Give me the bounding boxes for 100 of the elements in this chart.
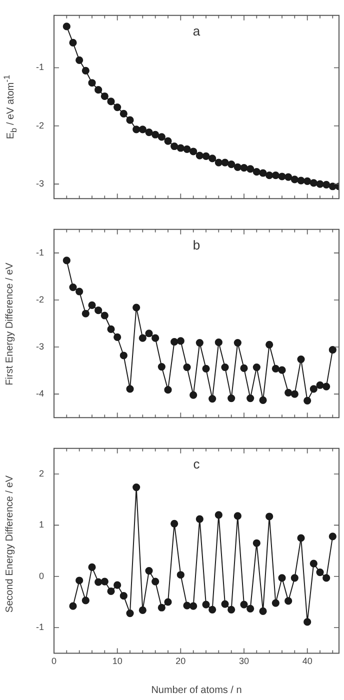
point <box>158 133 166 141</box>
point <box>221 363 229 372</box>
point <box>126 116 134 124</box>
point <box>328 346 336 354</box>
y-tick-label: -1 <box>36 247 44 258</box>
y-tick-label: -2 <box>36 294 44 304</box>
point <box>114 581 122 589</box>
point <box>158 604 166 612</box>
point <box>259 169 267 177</box>
point <box>82 66 90 74</box>
point <box>126 609 134 618</box>
point <box>310 385 318 393</box>
point <box>240 600 248 608</box>
point <box>88 301 96 309</box>
point <box>107 587 115 596</box>
point <box>228 606 236 614</box>
point <box>240 364 248 372</box>
point <box>82 596 90 604</box>
point <box>107 325 115 333</box>
point <box>69 283 77 292</box>
point <box>114 333 122 341</box>
point <box>183 145 191 153</box>
y-tick-label: -1 <box>36 62 44 72</box>
y-tick-label: 2 <box>38 468 44 478</box>
point <box>228 160 236 168</box>
y-tick-label: -3 <box>36 342 44 352</box>
x-tick-label: 30 <box>238 656 250 666</box>
y-tick-label: -2 <box>36 120 44 130</box>
point <box>246 604 254 612</box>
point <box>304 396 312 404</box>
point <box>202 152 210 160</box>
point <box>234 163 242 171</box>
x-axis-title: Number of atoms / n <box>151 684 242 696</box>
point <box>252 363 260 372</box>
point <box>94 86 102 94</box>
point <box>284 388 292 396</box>
point <box>196 152 204 160</box>
point <box>278 172 286 180</box>
point <box>196 515 204 523</box>
point <box>152 130 160 138</box>
point <box>278 574 286 582</box>
point <box>114 103 122 112</box>
point <box>132 304 140 312</box>
point <box>152 578 160 586</box>
text: a <box>192 23 201 38</box>
x-tick-label: 20 <box>176 656 186 666</box>
point <box>214 511 222 519</box>
point <box>164 386 172 394</box>
point <box>176 571 184 579</box>
point <box>266 512 274 520</box>
y-axis-title: Second Energy Difference / eV <box>4 475 16 613</box>
point <box>214 158 222 166</box>
point <box>246 394 254 402</box>
point <box>88 563 96 571</box>
point <box>145 330 153 338</box>
y-tick-label: -1 <box>36 622 44 632</box>
point <box>221 600 229 608</box>
point <box>208 606 216 614</box>
point <box>138 334 146 342</box>
point <box>76 288 84 296</box>
point <box>266 340 274 348</box>
point <box>196 338 204 347</box>
point <box>208 394 216 403</box>
point <box>120 110 128 118</box>
point <box>100 578 108 586</box>
point <box>190 391 198 399</box>
point <box>82 310 90 318</box>
point <box>62 256 70 264</box>
x-tick-label: 10 <box>112 656 122 666</box>
point <box>246 165 254 173</box>
y-tick-label: 0 <box>38 570 44 581</box>
point <box>234 338 242 347</box>
point <box>183 363 191 372</box>
point <box>76 576 84 584</box>
y-tick-label: -3 <box>36 178 44 189</box>
point <box>284 173 292 181</box>
y-tick-label: -4 <box>36 388 44 399</box>
point <box>297 176 305 184</box>
point <box>214 338 222 346</box>
point <box>190 602 198 610</box>
point <box>322 382 330 390</box>
point <box>107 98 115 106</box>
point <box>316 568 324 576</box>
point <box>170 142 178 150</box>
y-tick-label: 1 <box>38 520 44 530</box>
point <box>221 158 229 166</box>
point <box>100 312 108 320</box>
point <box>304 618 312 626</box>
point <box>272 172 280 180</box>
point <box>290 574 298 582</box>
point <box>202 600 210 608</box>
point <box>170 520 178 528</box>
x-tick-label: 0 <box>51 656 57 666</box>
text: c <box>193 456 200 472</box>
point <box>259 396 267 404</box>
point <box>176 144 184 152</box>
point <box>145 128 153 136</box>
point <box>328 532 336 540</box>
point <box>152 334 160 342</box>
point <box>322 180 330 188</box>
